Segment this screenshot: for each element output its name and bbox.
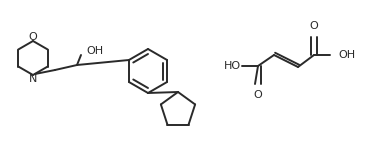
Text: HO: HO [224,61,241,71]
Text: OH: OH [338,50,355,60]
Text: OH: OH [86,46,103,56]
Text: O: O [254,90,262,100]
Text: O: O [28,33,37,42]
Text: O: O [310,21,318,31]
Text: N: N [29,73,37,84]
